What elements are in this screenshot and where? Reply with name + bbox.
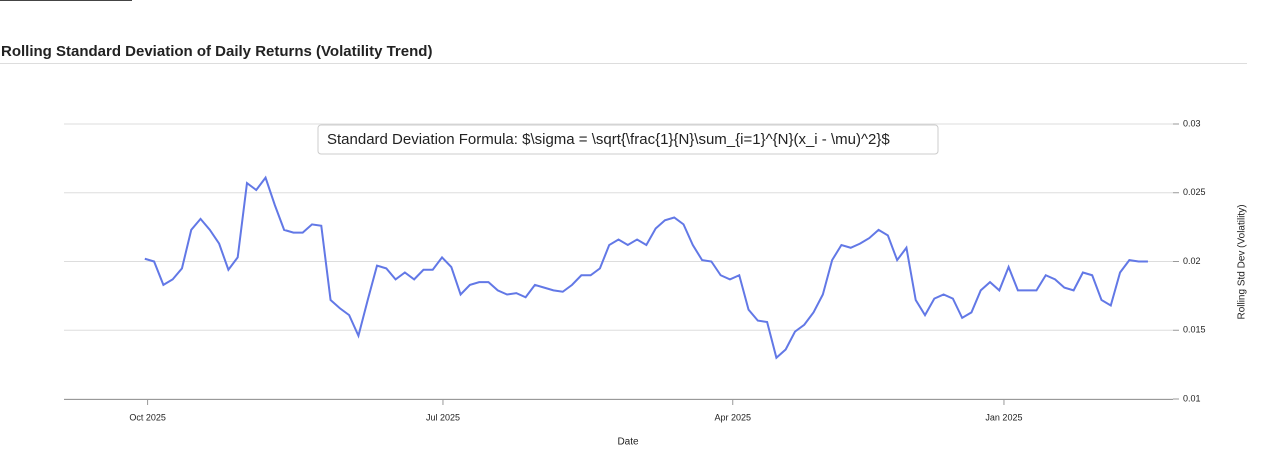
x-tick-label: Apr 2025: [714, 412, 751, 422]
x-tick-label: Jan 2025: [985, 412, 1022, 422]
y-tick-label: 0.015: [1183, 325, 1206, 335]
y-tick-label: 0.02: [1183, 256, 1201, 266]
x-axis-label: Date: [617, 437, 639, 448]
annotation-box: [317, 124, 939, 155]
line: [144, 175, 1148, 360]
chart-title: Rolling Standard Deviation of Daily Retu…: [1, 43, 432, 60]
x-tick-label: Oct 2025: [129, 412, 166, 422]
y-tick-label: 0.025: [1183, 187, 1206, 197]
annotation: Standard Deviation Formula: $\sigma = \s…: [327, 131, 890, 148]
y-tick-label: 0.03: [1183, 118, 1201, 128]
y-axis-label: Rolling Std Dev (Volatility): [1237, 204, 1248, 319]
x-tick-label: Jul 2025: [426, 412, 460, 422]
y-tick-label: 0.01: [1183, 393, 1201, 403]
